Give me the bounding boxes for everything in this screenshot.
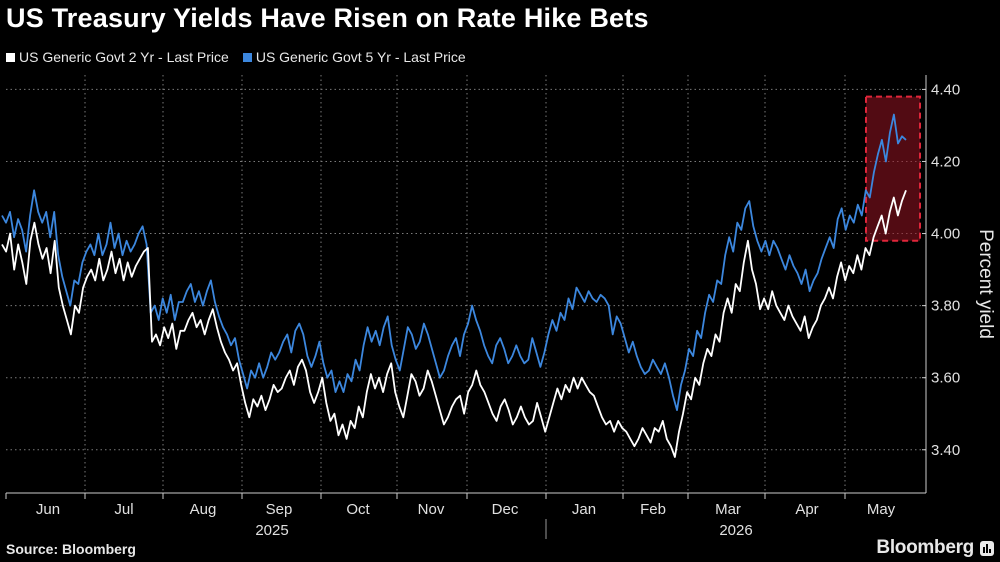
legend: US Generic Govt 2 Yr - Last Price US Gen…	[6, 49, 480, 65]
x-tick-label: Dec	[492, 501, 519, 518]
legend-swatch-5yr	[242, 52, 252, 62]
y-tick-label: 4.00	[931, 226, 960, 243]
x-tick-label: Jul	[114, 501, 133, 518]
x-tick-label: Nov	[418, 501, 445, 518]
chart-title: US Treasury Yields Have Risen on Rate Hi…	[6, 3, 649, 33]
x-tick-label: Apr	[795, 501, 818, 518]
y-axis-title: Percent yield	[975, 229, 996, 339]
legend-item-5yr: US Generic Govt 5 Yr - Last Price	[242, 49, 466, 65]
y-tick-label: 3.40	[931, 442, 960, 459]
source-note: Source: Bloomberg	[6, 541, 136, 557]
legend-item-2yr: US Generic Govt 2 Yr - Last Price	[6, 49, 229, 65]
x-tick-label: May	[867, 501, 896, 518]
x-year-label: 2026	[719, 522, 752, 539]
y-tick-label: 3.80	[931, 298, 960, 315]
x-tick-label: Oct	[346, 501, 370, 518]
brand-logo-text: Bloomberg	[876, 537, 974, 558]
x-tick-label: Feb	[640, 501, 666, 518]
x-tick-label: Mar	[715, 501, 741, 518]
legend-label-2yr: US Generic Govt 2 Yr - Last Price	[19, 49, 229, 65]
series-line-5yr	[1, 113, 907, 412]
x-tick-label: Sep	[266, 501, 293, 518]
x-tick-label: Jun	[36, 501, 60, 518]
y-tick-label: 3.60	[931, 370, 960, 387]
y-tick-label: 4.20	[931, 153, 960, 170]
bloomberg-chart-icon	[980, 541, 994, 556]
y-tick-label: 4.40	[931, 81, 960, 98]
legend-swatch-2yr	[6, 52, 15, 62]
x-year-label: 2025	[255, 522, 288, 539]
series-line-2yr	[1, 189, 907, 458]
legend-label-5yr: US Generic Govt 5 Yr - Last Price	[255, 49, 466, 65]
x-tick-label: Aug	[190, 501, 217, 518]
x-tick-label: Jan	[572, 501, 596, 518]
